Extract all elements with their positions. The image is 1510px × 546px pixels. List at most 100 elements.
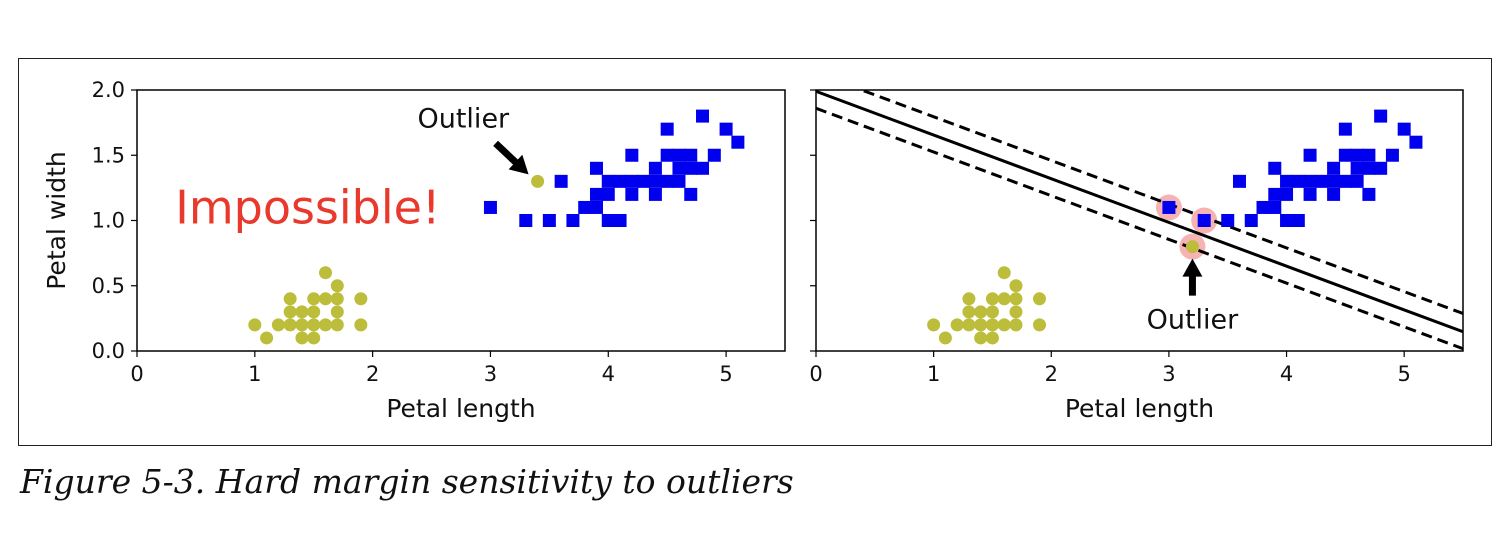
y-tick-label: 2.0 — [92, 78, 125, 102]
data-point-square — [625, 148, 639, 162]
data-point-square — [648, 161, 662, 175]
data-point-circle — [354, 292, 368, 306]
x-tick-label: 3 — [1162, 362, 1175, 386]
data-point-circle — [997, 318, 1011, 332]
data-point-circle — [307, 305, 321, 319]
data-point-square — [625, 174, 639, 188]
data-point-circle — [974, 318, 988, 332]
x-tick-label: 2 — [366, 362, 379, 386]
data-point-square — [554, 174, 568, 188]
x-tick-label: 0 — [809, 362, 822, 386]
y-axis-label: Petal width — [42, 151, 71, 290]
data-point-circle — [1185, 240, 1199, 254]
data-point-square — [1268, 161, 1282, 175]
data-point-square — [1232, 174, 1246, 188]
data-point-circle — [950, 318, 964, 332]
data-point-circle — [997, 292, 1011, 306]
data-point-square — [1280, 187, 1294, 201]
data-point-circle — [985, 305, 999, 319]
data-point-circle — [1009, 318, 1023, 332]
data-point-square — [1291, 214, 1305, 227]
data-point-circle — [319, 266, 333, 280]
data-point-square — [1327, 174, 1341, 188]
data-point-circle — [307, 292, 321, 306]
annotation-outlier-label: Outlier — [1147, 304, 1240, 335]
data-point-square — [672, 161, 686, 175]
data-point-square — [601, 174, 615, 188]
data-point-square — [613, 174, 627, 188]
data-point-square — [542, 214, 556, 227]
data-point-circle — [354, 318, 368, 332]
data-point-circle — [260, 331, 274, 345]
data-point-circle — [330, 292, 344, 306]
data-point-square — [578, 200, 592, 214]
data-point-square — [660, 174, 674, 188]
data-point-square — [719, 122, 733, 136]
figure-caption: Figure 5-3. Hard margin sensitivity to o… — [20, 462, 794, 501]
data-point-square — [1374, 109, 1388, 123]
data-point-circle — [1033, 292, 1047, 306]
x-tick-label: 4 — [1280, 362, 1293, 386]
data-point-circle — [319, 292, 333, 306]
data-point-square — [589, 200, 603, 214]
data-point-circle — [962, 305, 976, 319]
data-point-circle — [927, 318, 941, 332]
data-point-square — [1350, 161, 1364, 175]
data-point-square — [1350, 148, 1364, 162]
charts: 0 1 2 3 4 5 0.0 0.5 1.0 1.5 2.0 Petal length Petal w… — [42, 78, 1464, 423]
data-point-square — [1221, 214, 1235, 227]
x-tick-label: 3 — [484, 362, 497, 386]
data-point-circle — [283, 305, 297, 319]
data-point-circle — [985, 292, 999, 306]
data-point-square — [1291, 174, 1305, 188]
decision-boundary-line — [816, 90, 1463, 334]
data-point-square — [684, 148, 698, 162]
data-point-square — [696, 161, 710, 175]
x-axis-label: Petal length — [1065, 394, 1214, 423]
data-point-circle — [997, 266, 1011, 280]
margin-line — [816, 106, 1463, 351]
x-tick-label: 0 — [130, 362, 143, 386]
x-tick-label: 1 — [927, 362, 940, 386]
data-point-circle — [283, 292, 297, 306]
data-point-square — [1409, 135, 1423, 149]
data-point-square — [1338, 148, 1352, 162]
y-tick-label: 0.0 — [92, 339, 125, 363]
annotation-arrow — [1182, 258, 1203, 296]
data-point-square — [589, 187, 603, 201]
data-point-square — [1397, 122, 1411, 136]
annotation-outlier-label: Outlier — [417, 104, 510, 135]
data-point-square — [601, 214, 615, 227]
data-point-square — [672, 148, 686, 162]
data-point-square — [1280, 174, 1294, 188]
data-point-square — [1268, 187, 1282, 201]
data-point-square — [1303, 187, 1317, 201]
x-tick-label: 1 — [248, 362, 261, 386]
data-point-square — [637, 174, 651, 188]
data-point-square — [1362, 148, 1376, 162]
data-point-square — [1362, 187, 1376, 201]
data-point-circle — [974, 331, 988, 345]
data-point-circle — [283, 318, 297, 332]
data-point-square — [1350, 174, 1364, 188]
data-point-circle — [295, 331, 309, 345]
data-point-square — [589, 161, 603, 175]
data-point-circle — [307, 318, 321, 332]
data-point-circle — [1009, 279, 1023, 293]
data-point-square — [1244, 214, 1258, 227]
x-tick-label: 5 — [1397, 362, 1410, 386]
data-point-square — [1162, 200, 1176, 214]
data-point-square — [625, 187, 639, 201]
data-point-square — [483, 200, 497, 214]
margin-line — [857, 90, 1463, 315]
data-point-circle — [938, 331, 952, 345]
data-point-circle — [962, 318, 976, 332]
data-point-square — [1197, 214, 1211, 227]
data-point-square — [1268, 200, 1282, 214]
data-point-square — [519, 214, 533, 227]
data-point-circle — [319, 318, 333, 332]
annotation-impossible-label: Impossible! — [175, 180, 440, 234]
data-point-square — [731, 135, 745, 149]
data-point-circle — [295, 305, 309, 319]
data-point-circle — [330, 305, 344, 319]
